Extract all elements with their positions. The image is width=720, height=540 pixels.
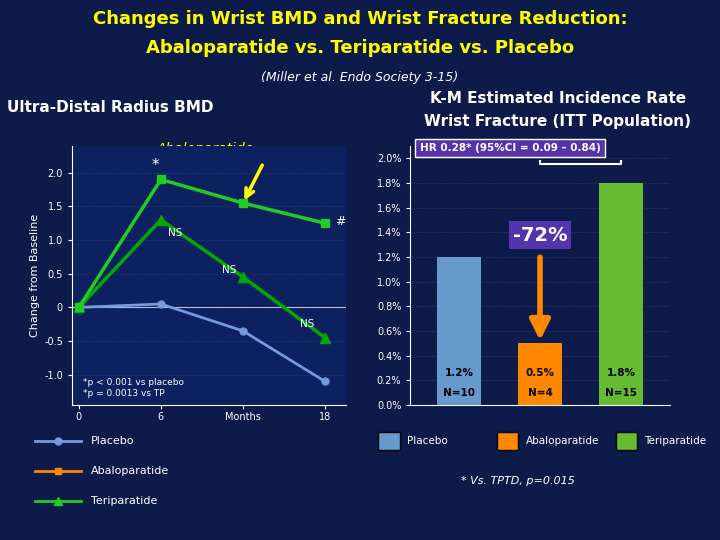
Text: #: # bbox=[335, 215, 345, 228]
Text: NS: NS bbox=[300, 319, 315, 329]
Text: Changes in Wrist BMD and Wrist Fracture Reduction:: Changes in Wrist BMD and Wrist Fracture … bbox=[93, 10, 627, 28]
Text: NS: NS bbox=[168, 228, 182, 238]
Text: Abaloparatide: Abaloparatide bbox=[526, 436, 599, 446]
Text: -72%: -72% bbox=[513, 226, 567, 245]
Text: N=4: N=4 bbox=[528, 388, 552, 397]
FancyBboxPatch shape bbox=[497, 432, 518, 450]
Text: N=15: N=15 bbox=[605, 388, 637, 397]
Text: HR 0.28* (95%CI = 0.09 – 0.84): HR 0.28* (95%CI = 0.09 – 0.84) bbox=[420, 143, 600, 153]
Text: Abaloparatide vs. Teriparatide vs. Placebo: Abaloparatide vs. Teriparatide vs. Place… bbox=[146, 39, 574, 57]
Text: * Vs. TPTD, p=0.015: * Vs. TPTD, p=0.015 bbox=[461, 476, 575, 486]
Text: Abaloparatide: Abaloparatide bbox=[157, 142, 254, 156]
Text: K-M Estimated Incidence Rate: K-M Estimated Incidence Rate bbox=[430, 91, 686, 106]
Text: 1.2%: 1.2% bbox=[444, 368, 474, 378]
Text: *p = 0.0013 vs TP: *p = 0.0013 vs TP bbox=[83, 389, 165, 398]
Text: Placebo: Placebo bbox=[407, 436, 448, 446]
Text: Abaloparatide: Abaloparatide bbox=[91, 466, 169, 476]
Text: *p < 0.001 vs placebo: *p < 0.001 vs placebo bbox=[83, 378, 184, 387]
Bar bbox=[518, 343, 562, 405]
Text: Placebo: Placebo bbox=[91, 436, 135, 446]
Text: N=10: N=10 bbox=[443, 388, 475, 397]
Text: NS: NS bbox=[222, 265, 237, 275]
Bar bbox=[599, 183, 643, 405]
Text: Wrist Fracture (ITT Population): Wrist Fracture (ITT Population) bbox=[425, 114, 691, 129]
Text: (Miller et al. Endo Society 3-15): (Miller et al. Endo Society 3-15) bbox=[261, 71, 459, 84]
Text: 0.5%: 0.5% bbox=[526, 368, 554, 378]
Text: Ultra-Distal Radius BMD: Ultra-Distal Radius BMD bbox=[7, 100, 214, 116]
Y-axis label: Change from Baseline: Change from Baseline bbox=[30, 214, 40, 337]
Text: 1.8%: 1.8% bbox=[606, 368, 636, 378]
FancyBboxPatch shape bbox=[378, 432, 400, 450]
Bar bbox=[437, 257, 481, 405]
Text: *: * bbox=[152, 158, 159, 173]
Text: Teriparatide: Teriparatide bbox=[91, 496, 158, 506]
FancyBboxPatch shape bbox=[616, 432, 637, 450]
Text: Teriparatide: Teriparatide bbox=[644, 436, 706, 446]
